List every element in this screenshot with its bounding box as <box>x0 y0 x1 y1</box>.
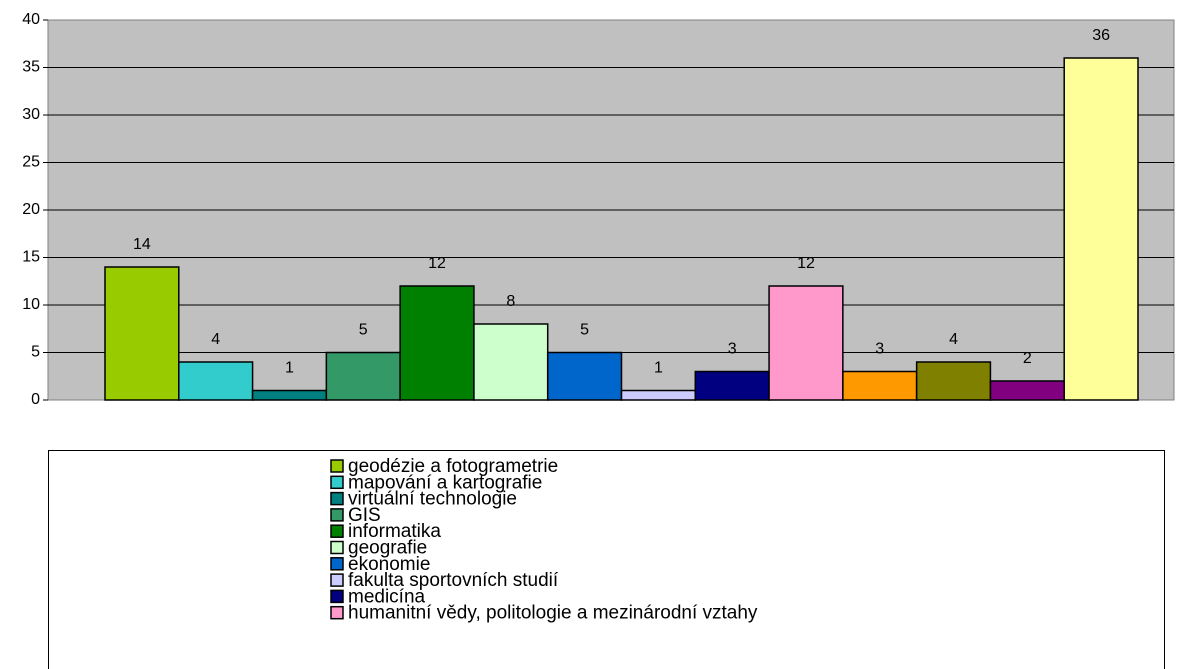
data-label: 4 <box>211 331 220 348</box>
data-label: 5 <box>580 322 589 339</box>
bar <box>842 370 918 401</box>
bar <box>178 361 254 401</box>
data-label: 1 <box>285 360 294 377</box>
legend-label: virtuální technologie <box>348 489 517 510</box>
legend-swatch <box>330 459 344 473</box>
y-tick-label: 35 <box>22 59 40 76</box>
bar <box>104 266 180 401</box>
data-label: 12 <box>797 255 815 272</box>
data-label: 4 <box>949 331 958 348</box>
data-label: 3 <box>728 341 737 358</box>
data-label: 14 <box>133 236 151 253</box>
bar <box>989 380 1065 401</box>
y-tick-label: 15 <box>22 249 40 266</box>
legend-swatch <box>330 475 344 490</box>
legend-label: humanitní vědy, politologie a mezinárodn… <box>348 603 758 624</box>
bar <box>473 323 549 401</box>
data-label: 3 <box>875 341 884 358</box>
legend-label: informatika <box>348 521 441 542</box>
legend-label: geografie <box>348 538 427 559</box>
y-tick-label: 0 <box>31 391 40 408</box>
legend-label: mapování a kartografie <box>348 472 542 493</box>
bar <box>620 389 697 401</box>
legend-swatch <box>330 524 344 538</box>
bar <box>1063 57 1139 401</box>
legend-swatch <box>330 540 344 555</box>
bar <box>694 370 770 401</box>
bar <box>915 361 992 401</box>
data-label: 12 <box>428 255 446 272</box>
data-label: 1 <box>654 360 663 377</box>
legend-label: medicína <box>348 586 426 607</box>
bar <box>546 351 623 401</box>
legend-box <box>48 450 1165 669</box>
legend-swatch <box>330 491 344 506</box>
y-tick-label: 10 <box>22 296 40 313</box>
legend-label: fakulta sportovních studií <box>348 570 559 591</box>
data-label: 2 <box>1023 350 1032 367</box>
legend-label: GIS <box>348 505 381 526</box>
legend-swatch <box>330 557 344 571</box>
legend-swatch <box>330 605 344 620</box>
legend-swatch <box>330 508 344 522</box>
bar <box>399 285 475 401</box>
legend-label: geodézie a fotogrametrie <box>348 456 558 477</box>
data-label: 8 <box>506 293 515 310</box>
bar <box>768 285 844 401</box>
bar <box>325 351 401 401</box>
y-tick-label: 30 <box>22 106 40 123</box>
legend-label: ekonomie <box>348 554 430 575</box>
y-tick-label: 25 <box>22 154 40 171</box>
legend-swatch <box>330 589 344 604</box>
bar <box>251 389 328 401</box>
data-label: 5 <box>359 322 368 339</box>
data-label: 36 <box>1092 27 1110 44</box>
legend-swatch <box>330 573 344 587</box>
y-tick-label: 40 <box>22 11 40 28</box>
y-tick-label: 20 <box>22 201 40 218</box>
y-tick-label: 5 <box>31 344 40 361</box>
